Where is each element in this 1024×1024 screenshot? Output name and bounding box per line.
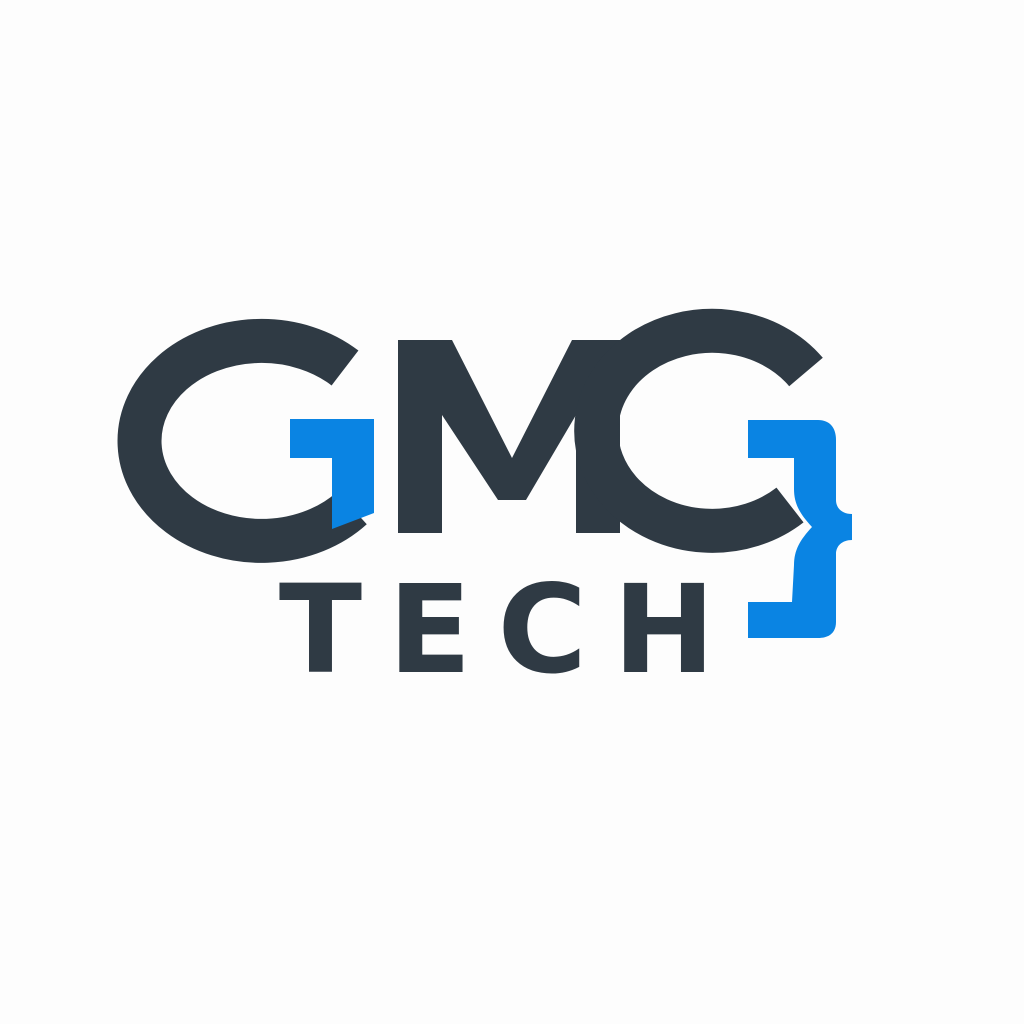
subtitle-text: TECH: [279, 559, 741, 701]
wordmark-text: GMG: [262, 358, 763, 579]
